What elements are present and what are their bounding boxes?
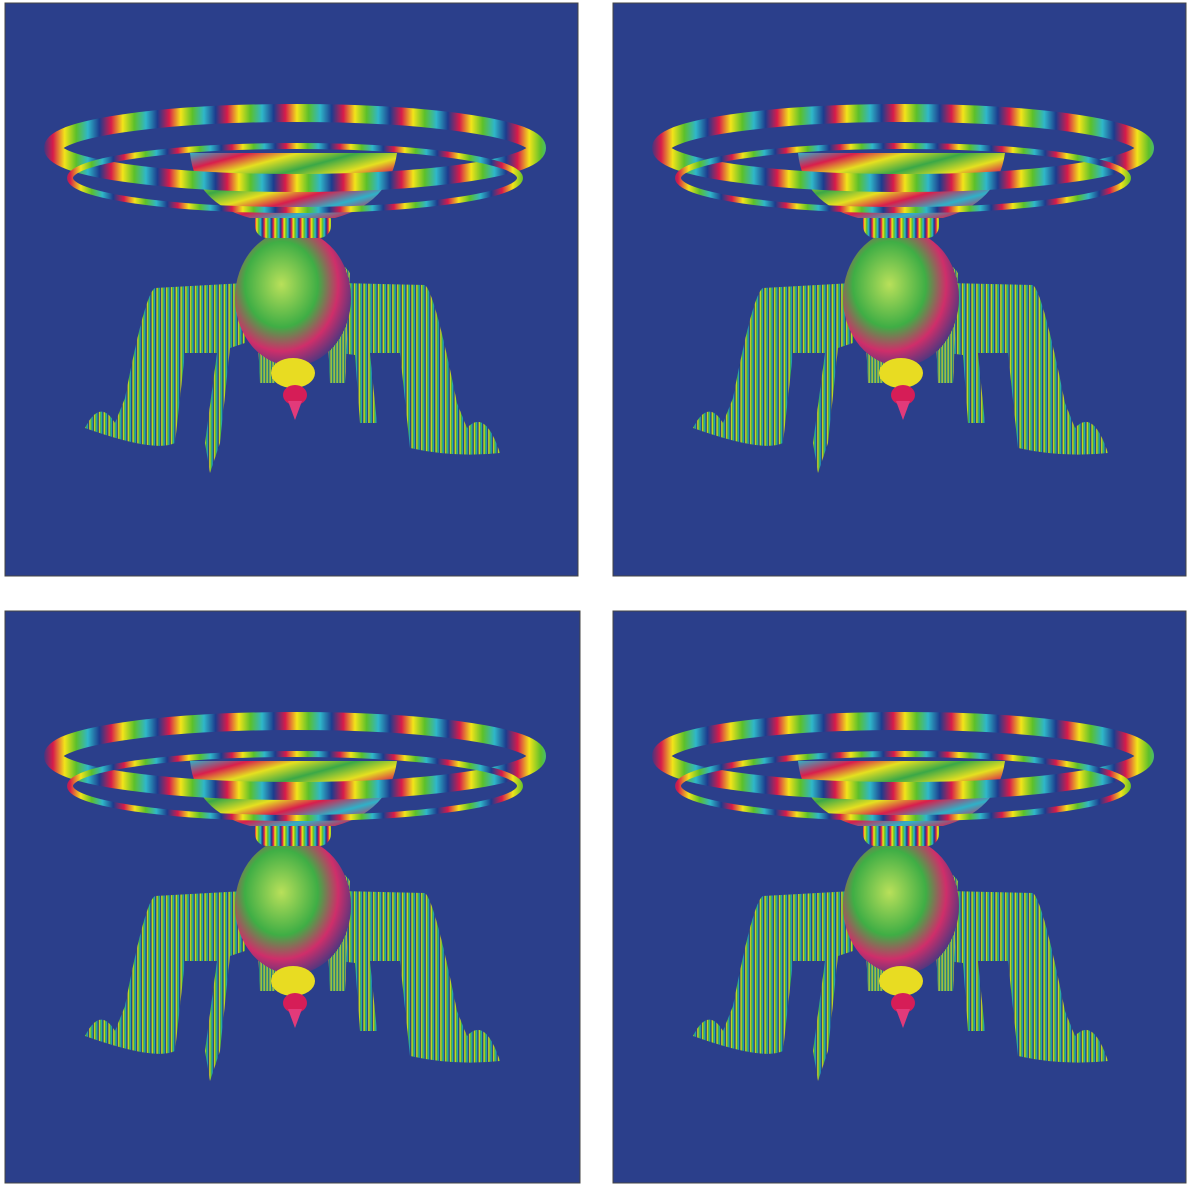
panel-bottom-right bbox=[612, 610, 1187, 1184]
panel-top-right bbox=[612, 2, 1187, 577]
panel-bottom-left bbox=[4, 610, 581, 1184]
panel-top-left bbox=[4, 2, 579, 577]
